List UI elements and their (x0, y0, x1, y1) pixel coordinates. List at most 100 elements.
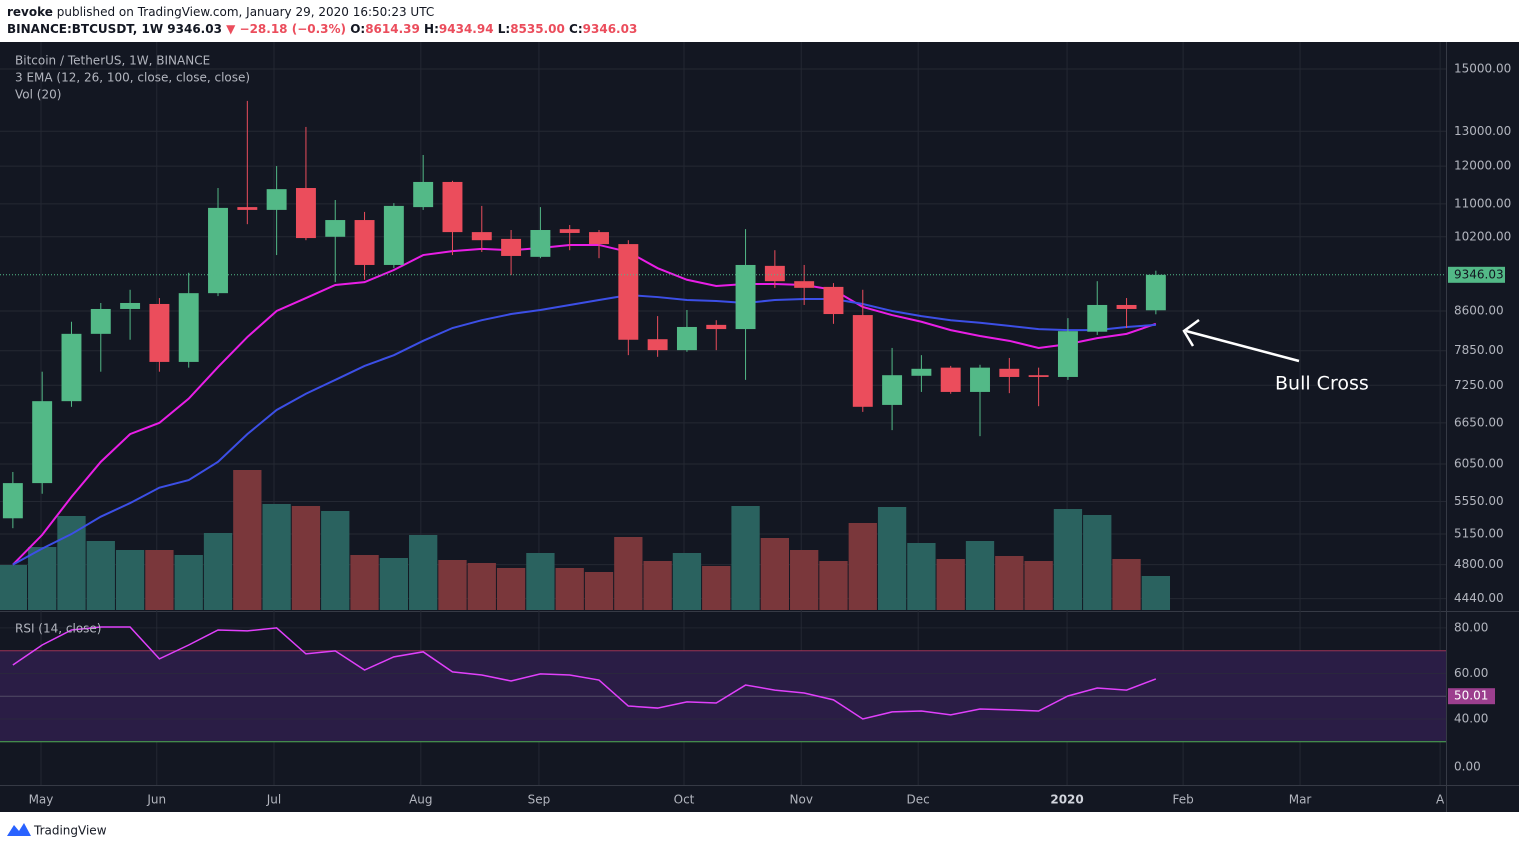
volume-bar (790, 550, 819, 610)
candle-body (647, 339, 668, 351)
x-tick-label: Dec (907, 793, 930, 807)
x-tick-label: May (29, 793, 54, 807)
footer-logo: TradingView (7, 823, 107, 838)
y-tick-label: 6650.00 (1454, 415, 1504, 429)
volume-bar (86, 541, 115, 610)
brand: TradingView (33, 824, 107, 838)
volume-bar (877, 507, 907, 610)
volume-bar (145, 550, 174, 610)
chart-title: Bitcoin / TetherUS, 1W, BINANCE (15, 54, 210, 68)
y-tick-label: 60.00 (1454, 666, 1488, 680)
change: ▼ −28.18 (−0.3%) (226, 22, 346, 36)
rsi-label: RSI (14, close) (15, 622, 101, 636)
y-tick-label: 4800.00 (1454, 557, 1504, 571)
volume-bar (936, 559, 965, 610)
volume-bar (907, 543, 936, 610)
candle-body (237, 207, 258, 210)
x-tick-label: Nov (790, 793, 813, 807)
candle-body (2, 483, 23, 519)
last-price-label: 9346.03 (1454, 267, 1504, 281)
candle-body (1028, 375, 1049, 377)
candle-body (530, 230, 551, 257)
arrow-shaft (1185, 329, 1300, 363)
plot: May Jun Jul Aug Sep Oct Nov Dec 2020 Feb Mar A 15000… (0, 42, 1511, 807)
candle-body (706, 324, 727, 330)
candle-body (471, 232, 492, 241)
y-tick-label: 7850.00 (1454, 343, 1504, 357)
candle-body (911, 368, 932, 376)
annotation: Bull Cross (1275, 373, 1369, 395)
arrow-head (1182, 318, 1200, 347)
volume-bar (409, 535, 438, 610)
candle-body (589, 232, 609, 245)
x-tick-label: Jul (266, 793, 281, 807)
candle-body (735, 264, 756, 330)
candle-body (1145, 274, 1166, 311)
volume-bar (0, 565, 28, 610)
candle-body (32, 401, 53, 484)
y-tick-label: 12000.00 (1454, 159, 1511, 173)
volume-bar (526, 553, 555, 610)
volume-bar (702, 566, 731, 610)
candle-body (178, 293, 199, 362)
ema-line (12, 294, 1156, 566)
volume-bar (321, 511, 350, 610)
l-value: 8535.00 (510, 22, 565, 36)
candle-body (559, 229, 580, 233)
y-tick-label: 11000.00 (1454, 196, 1511, 210)
extra-axis-label: 0.00 (1454, 760, 1481, 774)
volume-bar (379, 558, 409, 610)
volume-label: Vol (20) (15, 88, 61, 102)
candle-body (764, 265, 785, 282)
l-label: L: (498, 22, 510, 36)
volume-bar (233, 470, 262, 610)
candle-body (90, 308, 111, 334)
volume-bar (848, 523, 877, 610)
indicator-label: 3 EMA (12, 26, 100, close, close, close) (15, 71, 250, 85)
y-tick-label: 7250.00 (1454, 378, 1504, 392)
volume-bar (1024, 561, 1053, 610)
y-tick-label: 13000.00 (1454, 124, 1511, 138)
candle-body (882, 375, 903, 405)
last-price-box (1448, 266, 1505, 283)
candle-body (618, 244, 639, 340)
last: 9346.03 (167, 22, 222, 36)
volume-bar (1053, 509, 1083, 610)
volume-bar (203, 533, 233, 610)
volume-bar (28, 547, 57, 610)
candle-body (1116, 304, 1137, 309)
x-tick-label: Jun (146, 793, 166, 807)
y-tick-label: 80.00 (1454, 620, 1488, 634)
candle-body (120, 302, 141, 309)
o-label: O: (350, 22, 365, 36)
candle-body (383, 205, 404, 265)
volume-bar (291, 506, 321, 610)
y-tick-label: 15000.00 (1454, 62, 1511, 76)
x-tick-label: Oct (674, 793, 695, 807)
y-tick-label: 10200.00 (1454, 229, 1511, 243)
y-tick-label: 5150.00 (1454, 527, 1504, 541)
volume-bar (672, 553, 702, 610)
author: revoke (7, 5, 53, 19)
candle-body (1087, 304, 1108, 332)
rsi-marker-label: 50.01 (1454, 689, 1488, 703)
x-tick-label: Mar (1289, 793, 1312, 807)
h-value: 9434.94 (439, 22, 494, 36)
candle-body (970, 367, 990, 392)
candle-body (325, 220, 346, 237)
c-value: 9346.03 (583, 22, 638, 36)
x-tick-label: Sep (528, 793, 551, 807)
candle-body (1057, 331, 1078, 377)
y-tick-label: 4440.00 (1454, 591, 1504, 605)
x-tick-label: Feb (1172, 793, 1193, 807)
candle-body (295, 188, 316, 239)
candle-body (999, 368, 1020, 377)
candle-body (61, 333, 82, 402)
x-tick-label: A (1436, 793, 1445, 807)
y-tick-label: 6050.00 (1454, 456, 1504, 470)
volume-bar (57, 516, 86, 610)
candle-body (413, 181, 434, 208)
candle-body (442, 181, 463, 233)
y-tick-label: 8600.00 (1454, 303, 1504, 317)
